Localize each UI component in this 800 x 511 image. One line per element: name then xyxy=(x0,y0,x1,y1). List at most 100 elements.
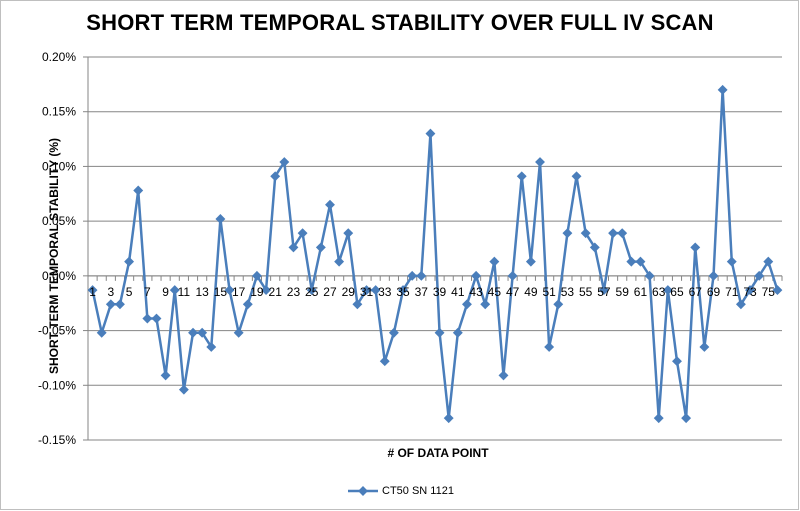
data-point-marker xyxy=(325,199,335,210)
data-point-marker xyxy=(124,256,135,267)
data-point-marker xyxy=(635,256,646,267)
x-tick-label: 11 xyxy=(178,285,191,299)
x-tick-label: 19 xyxy=(250,285,264,299)
x-tick-label: 9 xyxy=(162,285,169,299)
data-point-marker xyxy=(434,327,445,338)
x-tick-label: 75 xyxy=(762,285,776,299)
x-tick-label: 1 xyxy=(89,285,96,299)
data-point-marker xyxy=(672,356,682,367)
data-point-marker xyxy=(653,413,664,424)
x-tick-label: 59 xyxy=(616,285,630,299)
data-point-marker xyxy=(306,285,317,296)
data-point-marker xyxy=(105,299,116,310)
data-point-marker xyxy=(690,242,701,253)
x-tick-label: 43 xyxy=(469,285,483,299)
legend-label: CT50 SN 1121 xyxy=(382,485,454,497)
data-point-marker xyxy=(197,327,208,338)
data-point-marker xyxy=(489,256,500,267)
data-point-marker xyxy=(525,256,536,267)
data-point-marker xyxy=(407,270,418,281)
x-tick-labels: 1 3 5 7 9 11 13 15 17 19 21 23 25 27 29 31 33 35 37 39 41 43 4… xyxy=(89,285,775,299)
x-tick-label: 13 xyxy=(195,285,209,299)
x-tick-label: 63 xyxy=(652,285,666,299)
data-point-marker xyxy=(708,270,719,281)
series-line xyxy=(91,88,779,420)
data-point-marker xyxy=(452,327,463,338)
data-point-marker xyxy=(580,228,591,239)
chart-title: SHORT TERM TEMPORAL STABILITY OVER FULL … xyxy=(86,10,714,35)
data-point-marker xyxy=(206,342,217,352)
data-point-marker xyxy=(242,299,253,310)
axes xyxy=(83,56,783,441)
x-tick-label: 61 xyxy=(634,285,648,299)
data-point-marker xyxy=(535,157,545,168)
data-point-marker xyxy=(717,84,728,95)
data-point-marker xyxy=(745,285,755,296)
x-axis-title: # OF DATA POINT xyxy=(387,446,489,460)
data-point-marker xyxy=(462,299,472,310)
data-point-marker xyxy=(425,128,436,139)
data-point-marker xyxy=(608,228,619,239)
data-point-marker xyxy=(334,256,345,267)
data-point-marker xyxy=(443,413,454,424)
data-point-marker xyxy=(142,313,153,324)
data-point-marker xyxy=(279,157,290,168)
data-point-marker xyxy=(480,299,491,310)
data-point-marker xyxy=(224,285,235,296)
x-tick-label: 67 xyxy=(689,285,703,299)
data-point-marker xyxy=(571,171,582,182)
x-tick-label: 47 xyxy=(506,285,520,299)
x-tick-label: 35 xyxy=(396,285,410,299)
data-point-marker xyxy=(471,270,482,281)
x-tick-label: 17 xyxy=(232,285,246,299)
data-point-marker xyxy=(270,171,281,182)
data-point-marker xyxy=(589,242,600,253)
x-tick-label: 33 xyxy=(378,285,392,299)
x-tick-label: 7 xyxy=(144,285,151,299)
data-point-marker xyxy=(763,256,774,267)
data-point-marker xyxy=(553,299,564,310)
data-point-marker xyxy=(261,285,272,296)
data-point-marker xyxy=(398,285,408,296)
x-tick-label: 27 xyxy=(323,285,337,299)
x-tick-label: 15 xyxy=(214,285,228,299)
x-tick-label: 57 xyxy=(597,285,611,299)
data-point-marker xyxy=(160,370,171,381)
x-tick-label: 55 xyxy=(579,285,593,299)
data-point-marker xyxy=(188,327,198,338)
x-tick-label: 45 xyxy=(488,285,502,299)
data-point-marker xyxy=(115,299,125,310)
data-point-marker xyxy=(416,270,427,281)
y-tick-labels: 0.20% 0.15% 0.10% 0.05% 0.00% -0.05% -0.10% -0.… xyxy=(38,50,76,447)
x-tick-label: 3 xyxy=(107,285,114,299)
data-point-marker xyxy=(297,228,308,239)
data-point-marker xyxy=(617,228,628,239)
data-point-marker xyxy=(388,327,399,338)
data-point-marker xyxy=(516,171,527,182)
data-point-marker xyxy=(699,342,710,352)
y-tick-label: 0.15% xyxy=(42,105,76,119)
x-tick-label: 21 xyxy=(269,285,283,299)
data-point-marker xyxy=(681,413,692,424)
y-tick-label: 0.00% xyxy=(42,269,76,283)
x-tick-label: 41 xyxy=(451,285,465,299)
data-point-marker xyxy=(644,270,655,281)
data-point-marker xyxy=(361,285,372,296)
legend: CT50 SN 1121 xyxy=(348,484,454,498)
x-tick-label: 37 xyxy=(415,285,429,299)
x-tick-label: 71 xyxy=(725,285,739,299)
data-point-marker xyxy=(343,228,354,239)
y-tick-label: -0.15% xyxy=(38,433,76,447)
y-tick-label: -0.10% xyxy=(38,378,76,392)
data-point-marker xyxy=(507,270,518,281)
data-point-marker xyxy=(662,285,673,296)
data-point-marker xyxy=(215,214,226,224)
data-point-marker xyxy=(735,299,746,310)
x-tick-label: 29 xyxy=(342,285,356,299)
data-point-marker xyxy=(96,327,107,338)
data-point-marker xyxy=(352,299,363,310)
data-point-marker xyxy=(370,285,381,296)
x-tick-label: 5 xyxy=(126,285,133,299)
data-point-marker xyxy=(726,256,737,267)
data-point-marker xyxy=(754,270,765,281)
